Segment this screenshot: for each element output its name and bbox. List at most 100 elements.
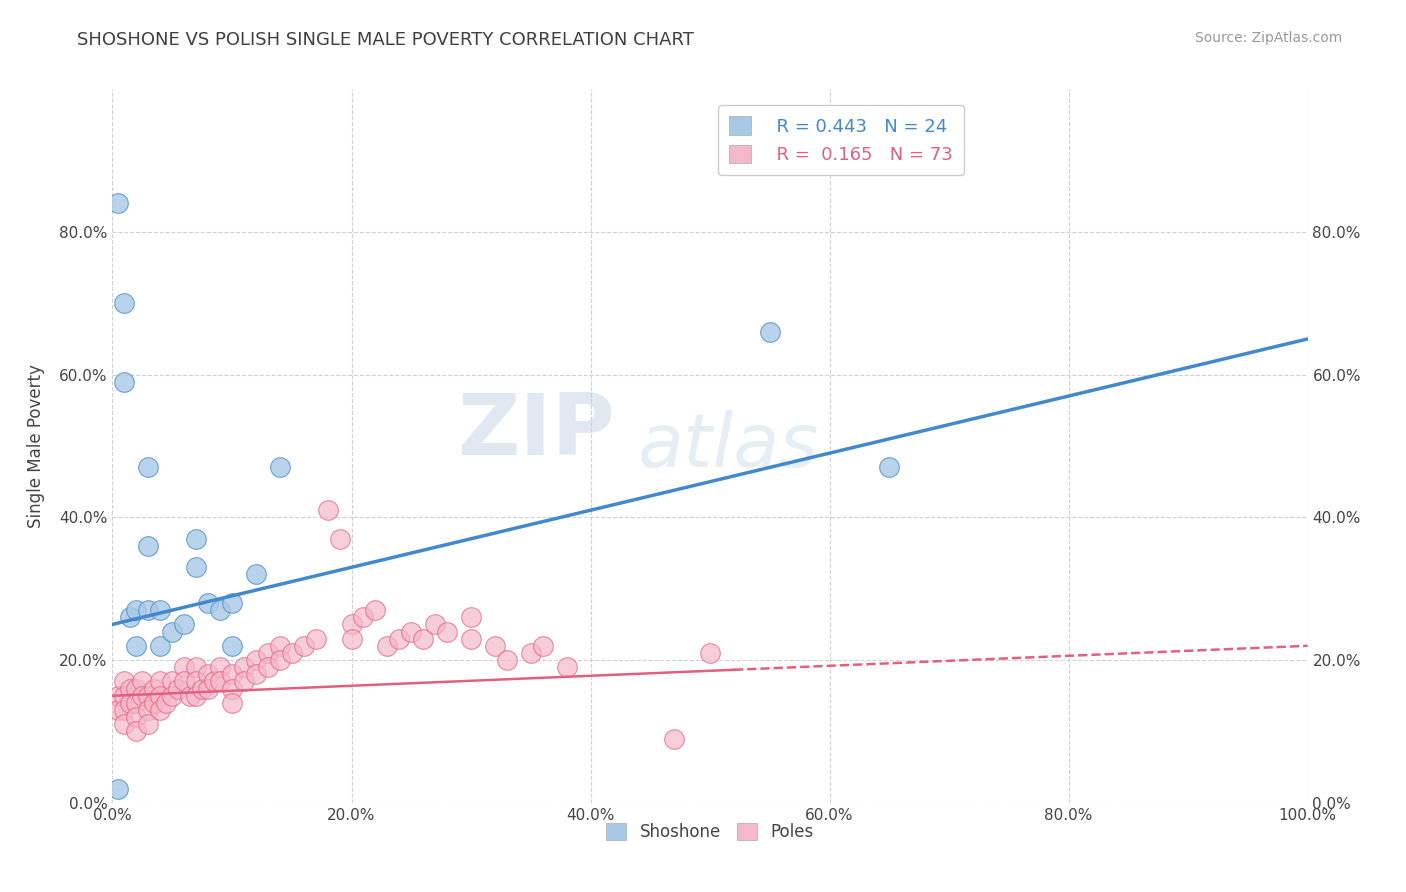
Point bbox=[179, 689, 201, 703]
Point bbox=[425, 617, 447, 632]
Point bbox=[316, 503, 339, 517]
Point bbox=[388, 632, 411, 646]
Point bbox=[173, 617, 195, 632]
Text: Source: ZipAtlas.com: Source: ZipAtlas.com bbox=[1195, 31, 1343, 45]
Y-axis label: Single Male Poverty: Single Male Poverty bbox=[27, 364, 45, 528]
Point bbox=[138, 460, 160, 475]
Point bbox=[138, 703, 160, 717]
Point bbox=[114, 296, 135, 310]
Point bbox=[460, 632, 482, 646]
Point bbox=[221, 639, 243, 653]
Point bbox=[759, 325, 782, 339]
Point bbox=[114, 375, 135, 389]
Point bbox=[496, 653, 519, 667]
Point bbox=[125, 639, 148, 653]
Point bbox=[162, 674, 183, 689]
Point bbox=[138, 539, 160, 553]
Point bbox=[197, 596, 219, 610]
Point bbox=[221, 681, 243, 696]
Point bbox=[191, 681, 214, 696]
Point bbox=[233, 660, 256, 674]
Point bbox=[412, 632, 434, 646]
Point bbox=[138, 717, 160, 731]
Point bbox=[125, 710, 148, 724]
Point bbox=[131, 674, 153, 689]
Point bbox=[162, 689, 183, 703]
Point bbox=[364, 603, 387, 617]
Point bbox=[149, 639, 172, 653]
Point bbox=[155, 696, 177, 710]
Point bbox=[269, 460, 291, 475]
Point bbox=[138, 689, 160, 703]
Point bbox=[173, 660, 195, 674]
Point bbox=[131, 689, 153, 703]
Point bbox=[436, 624, 458, 639]
Point bbox=[233, 674, 256, 689]
Point bbox=[125, 681, 148, 696]
Legend: Shoshone, Poles: Shoshone, Poles bbox=[599, 816, 821, 848]
Point bbox=[114, 689, 135, 703]
Point bbox=[173, 674, 195, 689]
Point bbox=[245, 653, 267, 667]
Point bbox=[245, 567, 267, 582]
Point bbox=[114, 674, 135, 689]
Point bbox=[149, 703, 172, 717]
Point bbox=[209, 674, 232, 689]
Point bbox=[107, 703, 129, 717]
Point bbox=[460, 610, 482, 624]
Point bbox=[125, 603, 148, 617]
Point bbox=[197, 681, 219, 696]
Point bbox=[221, 596, 243, 610]
Point bbox=[138, 603, 160, 617]
Point bbox=[186, 560, 208, 574]
Point bbox=[257, 646, 280, 660]
Point bbox=[484, 639, 506, 653]
Point bbox=[149, 674, 172, 689]
Point bbox=[520, 646, 543, 660]
Point bbox=[149, 603, 172, 617]
Point bbox=[401, 624, 423, 639]
Point bbox=[197, 667, 219, 681]
Text: atlas: atlas bbox=[638, 410, 820, 482]
Point bbox=[114, 703, 135, 717]
Point bbox=[143, 696, 166, 710]
Point bbox=[340, 617, 363, 632]
Point bbox=[352, 610, 374, 624]
Point bbox=[162, 624, 183, 639]
Point bbox=[377, 639, 399, 653]
Point bbox=[186, 689, 208, 703]
Point bbox=[186, 532, 208, 546]
Point bbox=[664, 731, 686, 746]
Point bbox=[699, 646, 721, 660]
Point bbox=[221, 696, 243, 710]
Point bbox=[292, 639, 315, 653]
Point bbox=[107, 689, 129, 703]
Point bbox=[186, 660, 208, 674]
Point bbox=[879, 460, 901, 475]
Point bbox=[114, 717, 135, 731]
Point bbox=[245, 667, 267, 681]
Point bbox=[531, 639, 554, 653]
Text: ZIP: ZIP bbox=[457, 390, 614, 474]
Point bbox=[269, 639, 291, 653]
Point bbox=[125, 724, 148, 739]
Point bbox=[107, 781, 129, 796]
Point bbox=[329, 532, 352, 546]
Point bbox=[257, 660, 280, 674]
Point bbox=[149, 689, 172, 703]
Point bbox=[143, 681, 166, 696]
Point bbox=[209, 603, 232, 617]
Point bbox=[305, 632, 328, 646]
Point bbox=[209, 660, 232, 674]
Point bbox=[186, 674, 208, 689]
Point bbox=[167, 681, 190, 696]
Point bbox=[120, 681, 142, 696]
Point bbox=[120, 610, 142, 624]
Point bbox=[120, 696, 142, 710]
Point bbox=[269, 653, 291, 667]
Point bbox=[555, 660, 578, 674]
Point bbox=[281, 646, 304, 660]
Point bbox=[202, 674, 225, 689]
Point bbox=[221, 667, 243, 681]
Point bbox=[107, 196, 129, 211]
